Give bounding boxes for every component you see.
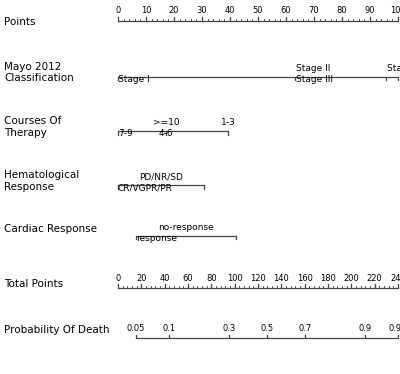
Text: >=10: >=10: [153, 118, 179, 127]
Text: 0.3: 0.3: [223, 324, 236, 333]
Text: 0.95: 0.95: [389, 324, 400, 333]
Text: 1-3: 1-3: [221, 118, 235, 127]
Text: Probability Of Death: Probability Of Death: [4, 325, 110, 335]
Text: 100: 100: [227, 274, 242, 283]
Text: 200: 200: [344, 274, 359, 283]
Text: 10: 10: [141, 6, 151, 15]
Text: 80: 80: [206, 274, 217, 283]
Text: 4-6: 4-6: [159, 129, 173, 138]
Text: 220: 220: [367, 274, 382, 283]
Text: 0.9: 0.9: [358, 324, 371, 333]
Text: Courses Of
Therapy: Courses Of Therapy: [4, 116, 61, 138]
Text: 100: 100: [390, 6, 400, 15]
Text: 20: 20: [169, 6, 179, 15]
Text: 0: 0: [115, 6, 121, 15]
Text: Stage II: Stage II: [296, 64, 330, 73]
Text: 0.7: 0.7: [298, 324, 311, 333]
Text: 60: 60: [281, 6, 291, 15]
Text: 7-9: 7-9: [118, 129, 133, 138]
Text: 0: 0: [115, 274, 121, 283]
Text: 20: 20: [136, 274, 146, 283]
Text: 40: 40: [160, 274, 170, 283]
Text: Stage I: Stage I: [118, 75, 150, 84]
Text: 140: 140: [274, 274, 289, 283]
Text: 90: 90: [365, 6, 375, 15]
Text: CR/VGPR/PR: CR/VGPR/PR: [118, 184, 173, 193]
Text: 50: 50: [253, 6, 263, 15]
Text: no-response: no-response: [158, 223, 214, 232]
Text: 180: 180: [320, 274, 336, 283]
Text: Mayo 2012
Classification: Mayo 2012 Classification: [4, 62, 74, 83]
Text: PD/NR/SD: PD/NR/SD: [139, 172, 183, 181]
Text: Stage III: Stage III: [296, 75, 333, 84]
Text: Stage IV: Stage IV: [387, 64, 400, 73]
Text: 120: 120: [250, 274, 266, 283]
Text: 160: 160: [297, 274, 313, 283]
Text: 0.05: 0.05: [127, 324, 145, 333]
Text: 240: 240: [390, 274, 400, 283]
Text: 60: 60: [183, 274, 193, 283]
Text: 40: 40: [225, 6, 235, 15]
Text: 70: 70: [309, 6, 319, 15]
Text: Cardiac Response: Cardiac Response: [4, 224, 97, 234]
Text: 80: 80: [337, 6, 347, 15]
Text: response: response: [136, 234, 177, 243]
Text: 30: 30: [197, 6, 207, 15]
Text: 0.5: 0.5: [260, 324, 274, 333]
Text: Hematological
Response: Hematological Response: [4, 170, 79, 192]
Text: 0.1: 0.1: [163, 324, 176, 333]
Text: Total Points: Total Points: [4, 279, 63, 289]
Text: Points: Points: [4, 17, 36, 27]
